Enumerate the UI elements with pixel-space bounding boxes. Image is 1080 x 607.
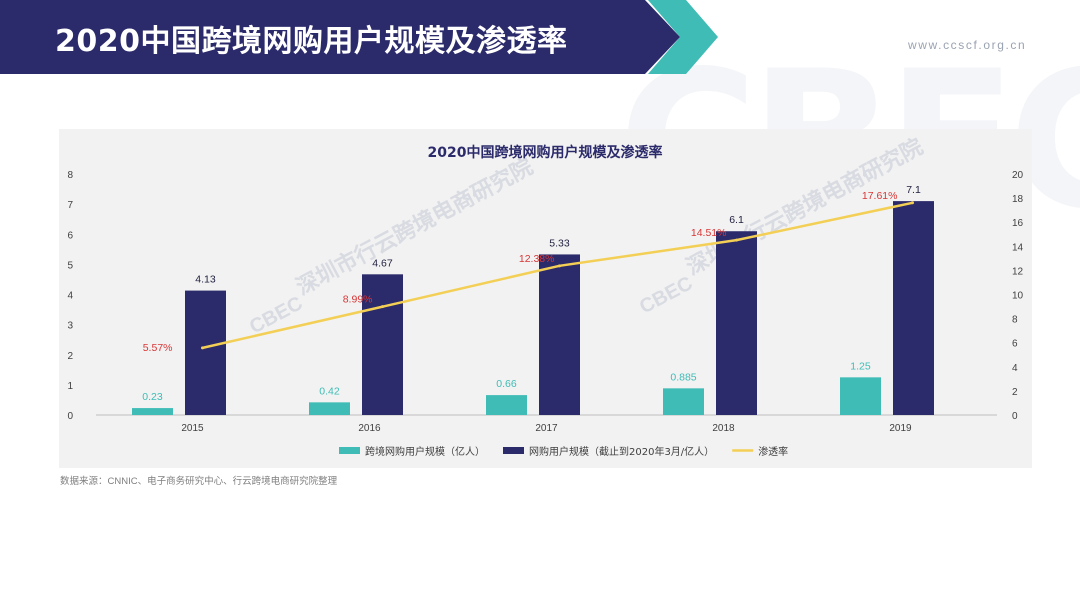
- y-left-tick-label-4: 4: [67, 291, 73, 302]
- y-left-tick-label-0: 0: [67, 411, 73, 422]
- x-tick-label-2018: 2018: [712, 423, 735, 434]
- page-title: 2020中国跨境网购用户规模及渗透率: [55, 24, 568, 59]
- data-source-note: 数据来源：CNNIC、电子商务研究中心、行云跨境电商研究院整理: [60, 476, 338, 487]
- bar-s1-2019: [893, 201, 934, 415]
- line-label-2017: 12.38%: [519, 253, 555, 265]
- chart-panel: CBEC 深圳市行云跨境电商研究院 CBEC 深圳市行云跨境电商研究院 2020中国跨境…: [59, 129, 1032, 468]
- line-point-2017: [558, 264, 561, 268]
- bar-s0-2019: [840, 377, 881, 415]
- site-url: www.ccscf.org.cn: [908, 38, 1027, 52]
- y-left-tick-label-7: 7: [67, 200, 73, 211]
- line-point-2019: [911, 201, 914, 205]
- bar-s0-2015: [132, 408, 173, 415]
- bar-s0-2017: [486, 395, 527, 415]
- x-tick-label-2016: 2016: [358, 423, 381, 434]
- bar-label-s1-2017: 5.33: [549, 237, 570, 249]
- y-right-tick-label-6: 12: [1012, 266, 1024, 277]
- line-point-2015: [201, 346, 204, 350]
- y-left-tick-label-6: 6: [67, 230, 73, 241]
- y-left-tick-label-2: 2: [67, 351, 73, 362]
- y-left-tick-label-3: 3: [67, 321, 73, 332]
- y-right-tick-label-9: 18: [1012, 194, 1024, 205]
- bar-label-s1-2015: 4.13: [195, 274, 216, 286]
- y-right-tick-label-8: 16: [1012, 218, 1024, 229]
- banner-teal-chevron: [648, 0, 718, 74]
- bar-label-s1-2016: 4.67: [372, 257, 393, 269]
- x-tick-label-2017: 2017: [535, 423, 558, 434]
- y-right-tick-label-1: 2: [1012, 387, 1018, 398]
- legend-label-2: 渗透率: [758, 445, 788, 458]
- line-label-2016: 8.99%: [343, 294, 373, 306]
- line-label-2019: 17.61%: [862, 190, 898, 202]
- bar-label-s0-2015: 0.23: [142, 391, 163, 403]
- y-left-tick-label-8: 8: [67, 170, 73, 181]
- bar-s1-2018: [716, 231, 757, 415]
- line-label-2018: 14.51%: [691, 227, 727, 239]
- bar-label-s0-2017: 0.66: [496, 378, 517, 390]
- bar-label-s0-2016: 0.42: [319, 385, 340, 397]
- legend-label-0: 跨境网购用户规模（亿人）: [365, 445, 485, 458]
- x-tick-label-2015: 2015: [181, 423, 204, 434]
- y-right-tick-label-0: 0: [1012, 411, 1018, 422]
- y-right-tick-label-4: 8: [1012, 315, 1018, 326]
- bar-s1-2015: [185, 290, 226, 415]
- bar-label-s0-2018: 0.885: [670, 371, 696, 383]
- y-right-tick-label-2: 4: [1012, 363, 1018, 374]
- title-banner-shapes: [0, 0, 718, 74]
- title-banner: 2020中国跨境网购用户规模及渗透率: [0, 0, 1080, 74]
- bar-s0-2018: [663, 388, 704, 415]
- y-left-tick-label-1: 1: [67, 381, 73, 392]
- bar-s1-2016: [362, 274, 403, 415]
- y-left-tick-label-5: 5: [67, 260, 73, 271]
- line-point-2018: [735, 238, 738, 242]
- bar-s0-2016: [309, 402, 350, 415]
- legend-swatch-0: [339, 447, 360, 454]
- legend-swatch-1: [503, 447, 524, 454]
- line-label-2015: 5.57%: [143, 342, 173, 354]
- legend-label-1: 网购用户规模（截止到2020年3月/亿人）: [529, 445, 714, 458]
- y-right-tick-label-7: 14: [1012, 242, 1024, 253]
- y-right-tick-label-10: 20: [1012, 170, 1024, 181]
- y-right-tick-label-3: 6: [1012, 339, 1018, 350]
- chart-title: 2020中国跨境网购用户规模及渗透率: [428, 144, 663, 161]
- bar-label-s1-2018: 6.1: [729, 214, 744, 226]
- y-right-tick-label-5: 10: [1012, 291, 1024, 302]
- bar-s1-2017: [539, 254, 580, 415]
- watermark-logo-1: CBEC: [636, 272, 696, 318]
- banner-navy-block: [0, 0, 680, 74]
- bar-label-s0-2019: 1.25: [850, 360, 871, 372]
- line-point-2016: [381, 305, 384, 309]
- bar-label-s1-2019: 7.1: [906, 184, 921, 196]
- x-tick-label-2019: 2019: [889, 423, 912, 434]
